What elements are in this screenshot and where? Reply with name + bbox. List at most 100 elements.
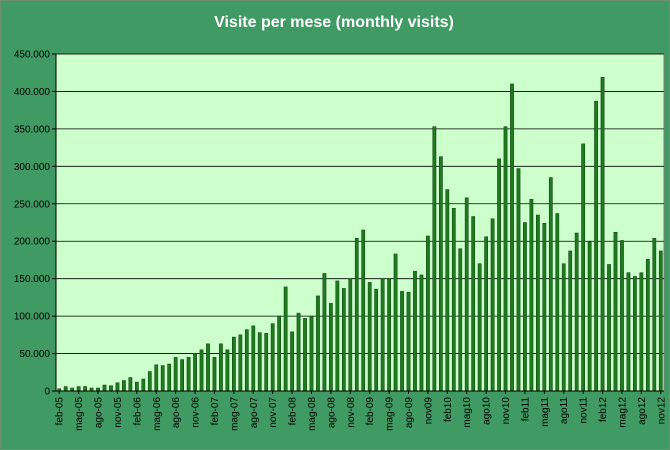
x-tick-label: feb-08 [288,397,299,426]
bar-set-06 [180,359,184,392]
bar-nov-07 [270,323,275,392]
bar-apr-07 [225,349,230,392]
bar-feb-07 [212,357,217,392]
bar-dic-05 [122,380,126,392]
bar-mag-09 [387,278,391,392]
bar-dic-10 [510,83,514,392]
bar-feb-10 [445,189,450,392]
x-tick-label: feb12 [598,397,609,422]
bar-ago-12 [639,272,644,392]
axes [55,54,664,392]
y-tick-label: 150.000 [14,274,51,285]
x-tick-label: nov12 [656,397,667,425]
chart-title: Visite per mese (monthly visits) [214,14,454,31]
bar-mag-07 [232,336,236,392]
bar-lug-10 [477,263,482,392]
x-tick-label: ago-06 [171,397,182,429]
y-tick-label: 400.000 [14,87,51,98]
bar-giu-11 [548,177,553,392]
bar-set-12 [645,258,650,392]
bar-set-09 [413,270,417,392]
bar-ago-07 [251,325,256,392]
bar-gen-07 [206,343,210,392]
x-tick-label: nov-06 [191,397,202,428]
bar-apr-06 [147,371,152,392]
bar-set-11 [568,250,573,392]
x-tick-label: feb-05 [55,397,66,426]
x-tick-label: feb-09 [365,397,376,426]
bar-mag-05 [76,386,81,392]
bar-ott-06 [186,357,191,392]
bar-feb-11 [523,222,527,392]
bar-apr-11 [536,214,540,392]
bar-gen-09 [361,229,366,392]
bar-nov-09 [426,235,430,392]
x-tick-label: mag-09 [385,397,396,431]
bar-feb-06 [134,381,139,392]
bar-ott-09 [419,274,424,392]
x-tick-label: nov-05 [113,397,124,428]
bar-set-05 [102,384,107,392]
bar-nov-11 [581,143,586,392]
bar-mar-05 [63,386,68,392]
bar-mar-07 [219,343,223,392]
bar-giu-05 [83,386,87,392]
x-tick-label: feb10 [443,397,454,422]
bar-apr-10 [458,248,463,392]
y-tick-label: 300.000 [14,162,51,173]
bar-gen-08 [283,286,288,392]
bar-ago-11 [561,263,566,392]
bar-lug-07 [244,329,249,392]
bar-mar-12 [607,264,611,392]
y-tick-label: 250.000 [14,199,51,210]
x-tick-label: nov09 [423,397,434,425]
bar-mar-11 [529,199,534,392]
bar-lug-11 [555,213,560,392]
bar-mag-06 [154,364,159,392]
bar-ago-06 [173,357,178,392]
x-tick-label: mag-06 [152,397,163,431]
x-tick-label: nov-07 [268,397,279,428]
bar-feb-08 [290,331,294,392]
bar-feb-12 [600,76,605,392]
bar-gen-10 [438,156,443,392]
bar-mar-08 [296,312,301,392]
bar-nov-05 [115,382,120,392]
x-tick-labels: feb-05 mag-05 ago-05 nov-05 feb-06 mag-06 ago-… [55,391,667,431]
bar-dic-09 [432,126,437,392]
bar-dic-11 [587,241,592,392]
bar-giu-12 [626,272,631,392]
x-tick-label: mag-08 [307,397,318,431]
bar-mar-09 [374,288,379,392]
bar-gen-12 [594,100,598,392]
x-tick-label: ago-08 [326,397,337,429]
bar-mag-08 [309,315,314,392]
x-tick-label: feb11 [520,397,531,422]
y-tick-label: 0 [44,387,50,398]
y-tick-label: 100.000 [14,312,51,323]
y-tick-label: 200.000 [14,237,51,248]
x-tick-label: mag12 [617,397,628,428]
bar-ago-08 [329,303,333,392]
x-tick-label: ago-05 [94,397,105,429]
y-tick-label: 50.000 [19,349,50,360]
bar-gen-11 [516,168,521,392]
bar-ago-10 [484,236,488,392]
bar-mar-06 [141,378,146,392]
x-tick-label: feb-07 [210,397,221,426]
x-tick-label: mag-05 [74,397,85,431]
bar-set-07 [257,332,262,392]
bar-feb-09 [367,282,372,392]
plot-area [55,53,665,392]
bar-ott-08 [341,288,346,392]
bar-nov-08 [348,278,353,392]
y-tick-label: 450.000 [14,50,51,61]
bar-ott-11 [574,232,579,392]
bar-giu-08 [316,295,320,392]
bar-set-10 [490,218,495,392]
x-tick-label: ago12 [637,397,648,425]
bar-mag-12 [620,240,624,392]
bar-set-08 [335,280,340,392]
bar-mag-10 [464,197,469,392]
